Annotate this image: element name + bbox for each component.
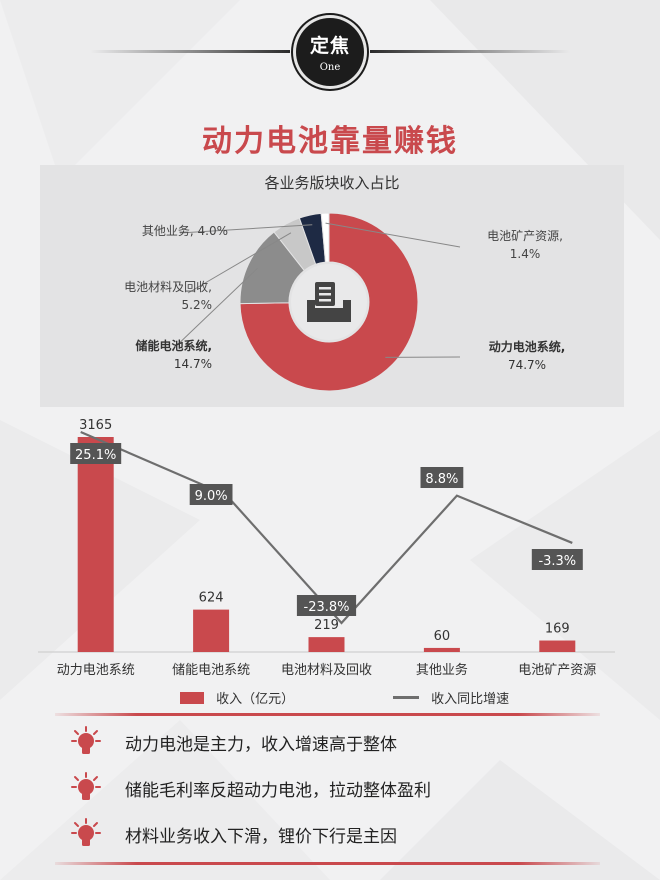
pie-label-storage: 储能电池系统, 14.7% bbox=[60, 337, 212, 373]
x-tick-label: 动力电池系统 bbox=[57, 663, 135, 678]
pie-label-mining-name: 电池矿产资源, bbox=[487, 229, 563, 243]
bullet-text: 材料业务收入下滑，锂价下行是主因 bbox=[125, 827, 397, 847]
icon-sheet-line bbox=[319, 293, 331, 296]
pie-chart-title: 各业务版块收入占比 bbox=[264, 174, 400, 192]
pie-chart-panel: 各业务版块收入占比 其他业务, 4.0% 电池材料及回收, 5.2% 储能电池系… bbox=[40, 165, 624, 407]
pie-label-power-value: 74.7% bbox=[507, 358, 547, 372]
x-tick-label: 电池矿产资源 bbox=[518, 663, 596, 678]
bar bbox=[539, 640, 576, 652]
growth-label: 9.0% bbox=[195, 489, 228, 504]
x-tick-label: 其他业务 bbox=[416, 662, 468, 678]
growth-tag bbox=[420, 467, 464, 488]
x-tick-label: 电池材料及回收 bbox=[281, 663, 372, 678]
pie-label-materials: 电池材料及回收, 5.2% bbox=[60, 278, 212, 314]
divider-bottom bbox=[55, 862, 600, 865]
pie-chart bbox=[171, 212, 461, 392]
badge-sub-text: One bbox=[319, 62, 341, 73]
pie-leader-line bbox=[187, 232, 292, 294]
pie-leader-line bbox=[179, 224, 313, 234]
growth-label: 8.8% bbox=[425, 472, 458, 487]
pie-label-storage-name: 储能电池系统, bbox=[135, 339, 212, 353]
bar bbox=[77, 437, 114, 652]
lightbulb-icon bbox=[71, 726, 101, 754]
pie-label-power: 动力电池系统, 74.7% bbox=[452, 338, 602, 374]
pie-label-mining: 电池矿产资源, 1.4% bbox=[450, 227, 600, 263]
growth-tag bbox=[70, 443, 122, 464]
icon-sheet-line bbox=[319, 299, 331, 302]
bar-value-label: 219 bbox=[314, 618, 339, 633]
pie-label-other: 其他业务, 4.0% bbox=[78, 222, 228, 240]
pie-leader-line bbox=[171, 267, 258, 351]
pie-label-materials-value: 5.2% bbox=[181, 298, 213, 312]
growth-label: 25.1% bbox=[75, 448, 116, 463]
x-tick-label: 储能电池系统 bbox=[172, 663, 250, 678]
pie-label-storage-value: 14.7% bbox=[173, 357, 212, 371]
combo-chart: 3165 动力电池系统 624 储能电池系统 219 电池材料及回收 60 其他业务 169 电池… bbox=[38, 418, 615, 678]
pie-leader-line bbox=[325, 222, 461, 248]
pie-label-mining-value: 1.4% bbox=[509, 247, 541, 261]
pie-slice bbox=[239, 212, 419, 392]
badge-main-text: 定焦 bbox=[309, 35, 350, 57]
header-line-right bbox=[370, 50, 570, 53]
bullet-item: 材料业务收入下滑，锂价下行是主因 bbox=[70, 816, 590, 852]
icon-tray bbox=[307, 300, 351, 322]
bar-value-label: 624 bbox=[199, 591, 224, 606]
bullet-item: 储能毛利率反超动力电池，拉动整体盈利 bbox=[70, 770, 590, 806]
bullet-text: 动力电池是主力，收入增速高于整体 bbox=[125, 735, 397, 755]
pie-label-materials-name: 电池材料及回收, bbox=[124, 280, 212, 294]
icon-sheet-line bbox=[319, 287, 331, 290]
section-badge: 定焦 One bbox=[296, 18, 364, 86]
pie-label-other-text: 其他业务, 4.0% bbox=[141, 224, 228, 238]
chart-legend-line: 收入同比增速 bbox=[393, 688, 509, 707]
growth-tag bbox=[296, 595, 357, 616]
header-line-left bbox=[90, 50, 290, 53]
page-title: 动力电池靠量赚钱 bbox=[202, 124, 458, 159]
bullet-item: 动力电池是主力，收入增速高于整体 bbox=[70, 724, 590, 760]
bar-value-label: 169 bbox=[545, 622, 570, 637]
pie-slice bbox=[320, 212, 330, 263]
lightbulb-icon bbox=[71, 818, 101, 846]
bar bbox=[423, 647, 460, 652]
legend-bar-label: 收入（亿元） bbox=[216, 692, 295, 707]
bar bbox=[308, 637, 345, 652]
growth-line bbox=[80, 430, 573, 625]
bar bbox=[193, 609, 230, 652]
header: 定焦 One bbox=[0, 0, 660, 110]
growth-tag bbox=[189, 484, 233, 505]
bar-value-label: 60 bbox=[434, 629, 451, 644]
bullet-text: 储能毛利率反超动力电池，拉动整体盈利 bbox=[125, 781, 431, 801]
chart-legend: 收入（亿元） bbox=[180, 688, 294, 707]
growth-label: -3.3% bbox=[538, 554, 576, 569]
growth-tag bbox=[531, 549, 583, 570]
legend-line-swatch bbox=[393, 696, 419, 699]
document-tray-icon bbox=[307, 282, 351, 322]
bar-value-label: 3165 bbox=[79, 418, 112, 433]
divider-top bbox=[55, 713, 600, 716]
legend-line-label: 收入同比增速 bbox=[431, 692, 510, 707]
growth-label: -23.8% bbox=[304, 600, 350, 615]
legend-bar-swatch bbox=[180, 692, 204, 704]
pie-label-power-name: 动力电池系统, bbox=[488, 340, 566, 354]
lightbulb-icon bbox=[71, 772, 101, 800]
